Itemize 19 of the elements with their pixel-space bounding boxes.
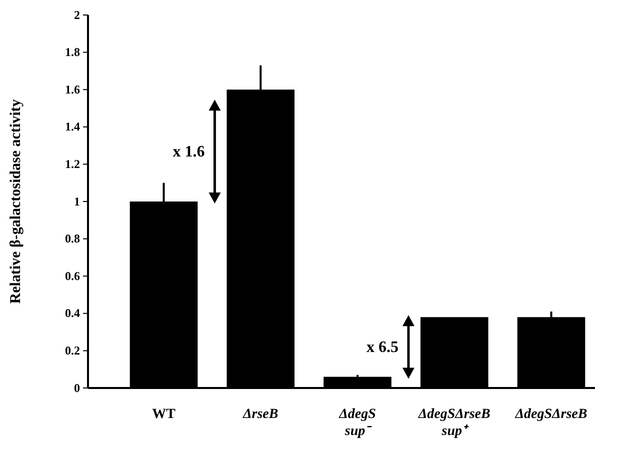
y-tick-label: 2 (74, 8, 80, 22)
annotation: x 6.5 (366, 338, 398, 356)
y-tick-label: 0 (74, 380, 80, 395)
y-tick-label: 1.8 (65, 45, 80, 60)
x-tick-label: WT (152, 407, 176, 422)
y-tick-label: 0.2 (65, 344, 80, 358)
y-tick-label: 0.6 (65, 268, 80, 283)
y-tick-label: 1 (74, 194, 80, 208)
y-axis-title: Relative β-galactosidase activity (8, 98, 24, 304)
x-tick-label: ΔdegSΔrseB sup⁺ (417, 407, 490, 439)
x-tick-label: ΔdegS sup⁻ (338, 407, 376, 439)
y-tick-label: 0.8 (65, 232, 80, 246)
y-tick-label: 1.2 (65, 157, 80, 172)
y-tick-label: 0.4 (65, 306, 80, 320)
y-tick-label: 1.6 (65, 82, 80, 96)
annotation: x 1.6 (172, 144, 205, 161)
x-tick-label: ΔrseB (242, 407, 278, 422)
x-tick-label: ΔdegSΔrseB (514, 407, 588, 422)
y-tick-label: 1.4 (65, 120, 80, 134)
